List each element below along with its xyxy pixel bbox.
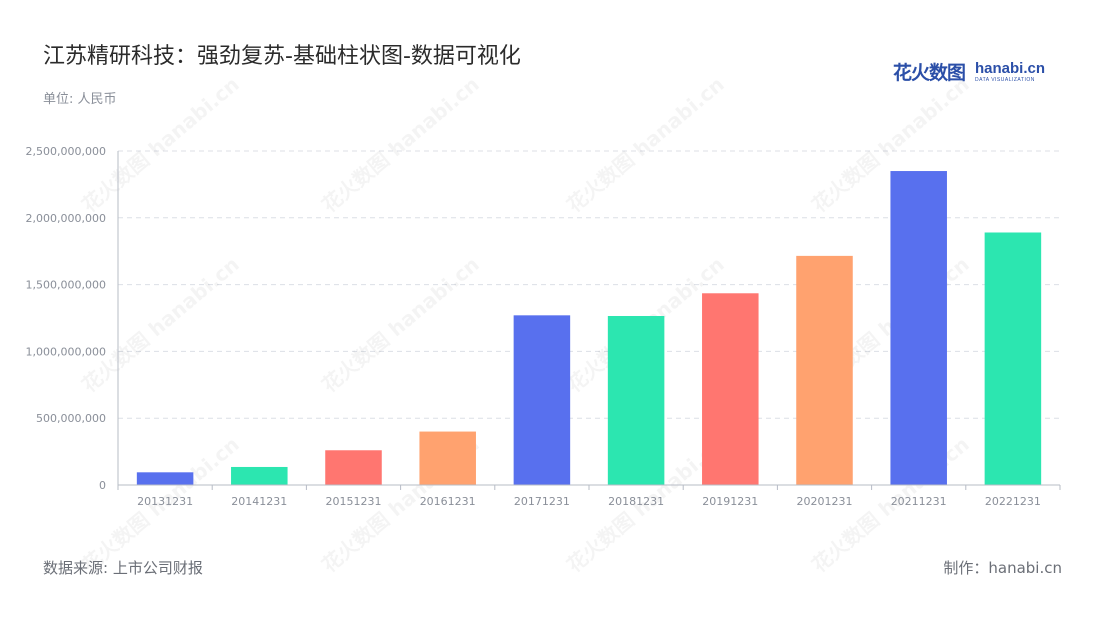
watermark: 花火数图 hanabi.cn <box>317 72 484 217</box>
y-tick-label: 500,000,000 <box>36 412 106 425</box>
y-tick-label: 0 <box>99 479 106 492</box>
x-tick-label: 20201231 <box>797 495 853 508</box>
x-tick-label: 20181231 <box>608 495 664 508</box>
chart-title: 江苏精研科技：强劲复苏-基础柱状图-数据可视化 <box>43 44 521 69</box>
bar[interactable] <box>796 255 853 485</box>
x-tick-label: 20151231 <box>326 495 382 508</box>
brand-logo[interactable]: 花火数图 hanabi.cn DATA VISUALIZATION <box>893 58 1046 88</box>
y-tick-label: 1,000,000,000 <box>26 345 106 358</box>
watermark: 花火数图 hanabi.cn <box>317 252 484 397</box>
bar[interactable] <box>325 450 382 485</box>
y-tick-label: 2,000,000,000 <box>26 212 106 225</box>
x-tick-label: 20211231 <box>891 495 947 508</box>
x-tick-label: 20141231 <box>231 495 287 508</box>
bar[interactable] <box>136 472 194 485</box>
watermark: 花火数图 hanabi.cn <box>562 72 729 217</box>
bar[interactable] <box>231 466 288 485</box>
logo-text-cn: 花火数图 <box>893 62 966 84</box>
bar[interactable] <box>419 431 476 485</box>
x-tick-label: 20161231 <box>420 495 476 508</box>
watermark: 花火数图 hanabi.cn <box>77 252 244 397</box>
axes: 0 500,000,000 1,000,000,000 1,500,000,000 2,… <box>26 145 1061 508</box>
bar[interactable] <box>984 232 1042 485</box>
data-source: 数据来源: 上市公司财报 <box>43 559 203 577</box>
bars <box>136 171 1042 486</box>
bar[interactable] <box>513 315 571 485</box>
bar[interactable] <box>607 315 665 485</box>
y-tick-label: 1,500,000,000 <box>26 279 106 292</box>
logo-subtitle: DATA VISUALIZATION <box>975 77 1035 83</box>
x-tick-label: 20131231 <box>137 495 193 508</box>
bar[interactable] <box>890 171 947 486</box>
credit-link[interactable]: 制作：hanabi.cn <box>943 559 1062 577</box>
logo-text-en: hanabi.cn <box>975 60 1046 77</box>
unit-label: 单位: 人民币 <box>43 92 117 107</box>
bar[interactable] <box>702 293 759 485</box>
y-tick-label: 2,500,000,000 <box>26 145 106 158</box>
x-tick-label: 20171231 <box>514 495 570 508</box>
x-tick-label: 20191231 <box>702 495 758 508</box>
x-tick-label: 20221231 <box>985 495 1041 508</box>
